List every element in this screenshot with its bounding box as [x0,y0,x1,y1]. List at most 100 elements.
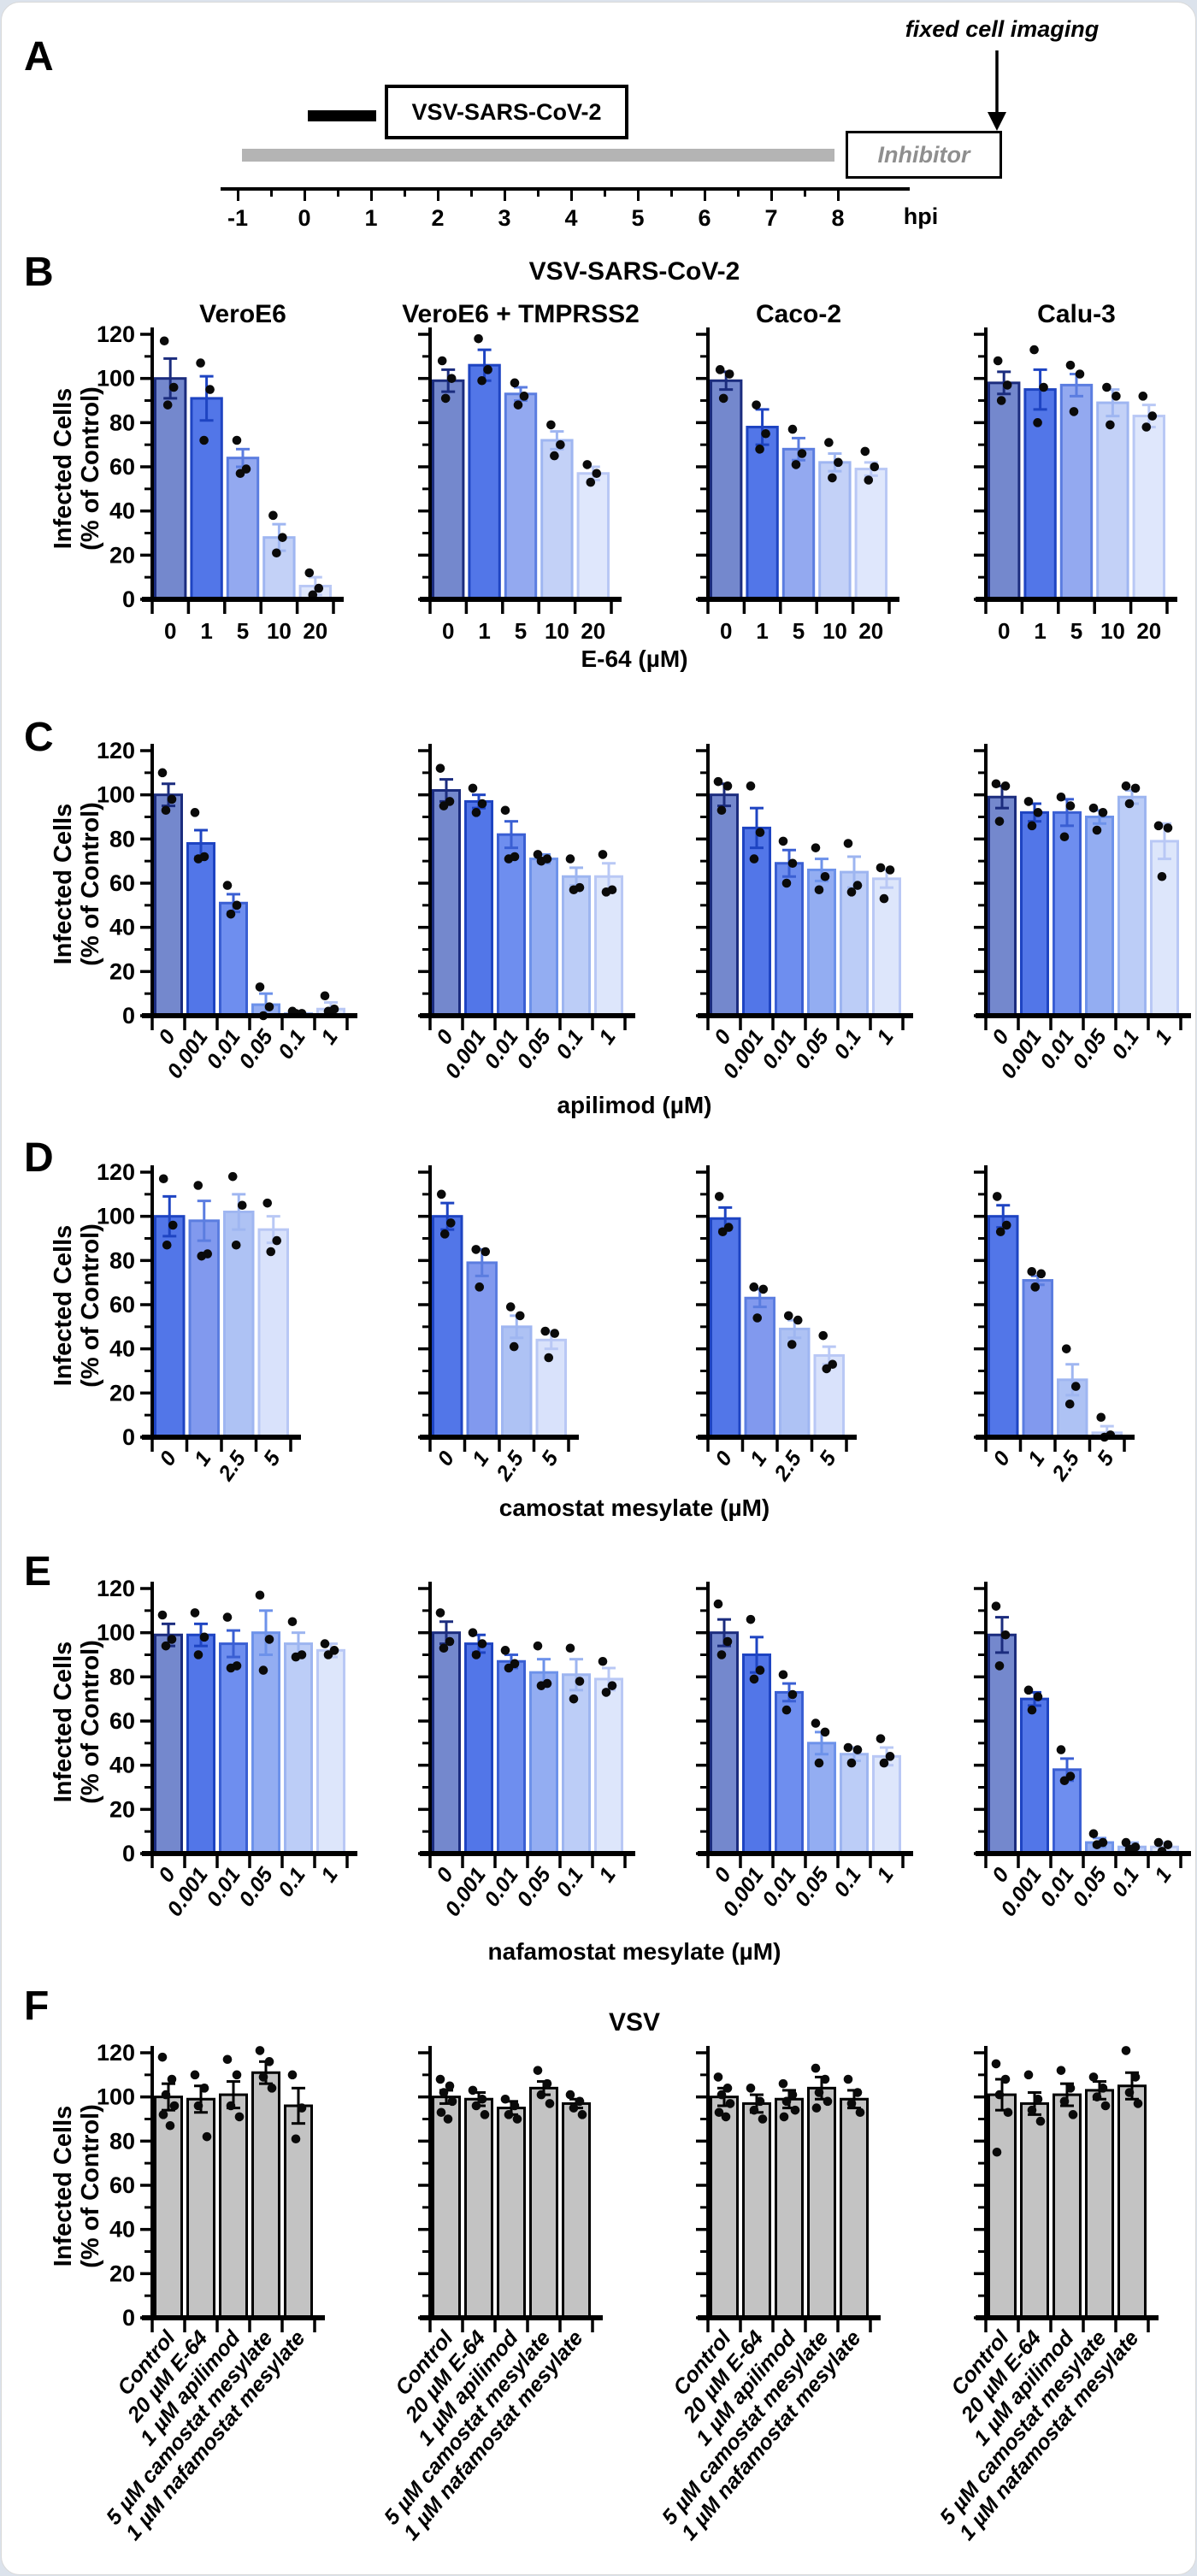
chart-b-calu-3: 0 1 5 10 20 [974,327,1177,644]
bar [710,2096,739,2320]
bar [540,439,574,601]
x-tick-label: 0 [164,618,176,644]
data-point [860,446,870,457]
data-point [1065,2084,1076,2093]
data-point [1147,411,1158,421]
data-point [291,2134,301,2144]
bar [1132,415,1166,601]
x-tick-label: 2.5 [214,1446,251,1485]
data-point [722,781,733,791]
timeline-major-tick [303,190,306,201]
y-label-line2: (% of Control) [76,386,104,551]
data-point [1069,407,1079,416]
x-tick-label: 0 [154,1863,180,1887]
data-point [436,2107,446,2118]
data-point [1033,418,1042,427]
data-point [781,1705,792,1715]
data-point [162,1240,172,1250]
data-point [1133,2099,1143,2108]
bar [1096,401,1129,601]
data-point [852,2088,863,2097]
y-tick-label: 40 [109,498,135,524]
down-arrow-icon [988,50,1006,131]
data-point [781,2096,792,2107]
y-tick-label: 120 [97,1576,135,1601]
data-point [586,477,596,487]
bar [781,447,816,601]
data-point [258,2072,268,2082]
x-tick-label: 0 [432,1025,458,1049]
data-point [510,2101,520,2111]
bar [746,426,779,601]
data-point [1001,1220,1011,1230]
timeline-minor-tick [469,190,473,197]
bar [1020,1697,1049,1855]
y-tick-label: 80 [109,1664,135,1689]
data-point [811,1718,821,1728]
y-tick-label: 0 [122,2305,135,2331]
data-point [598,1656,608,1666]
bar [1022,1279,1053,1439]
data-point [811,2103,822,2113]
bar [1085,816,1114,1017]
timeline-major-tick [569,190,573,201]
bar [840,1753,869,1855]
data-point [471,808,481,817]
data-point [468,2085,478,2096]
bar [219,1642,248,1855]
data-point [1070,1382,1081,1391]
header-calu-3: Calu-3 [1037,300,1116,328]
data-point [791,460,801,469]
data-point [1003,2107,1013,2118]
y-tick-label: 100 [97,1204,135,1229]
data-point [1163,1840,1173,1849]
data-point [235,469,245,479]
data-point [713,776,723,787]
y-tick-label: 100 [97,2084,135,2110]
panel-letter-f: F [24,1984,50,2029]
data-point [1039,382,1048,392]
timeline-tick-label: 6 [698,205,711,231]
bar [1053,2093,1082,2320]
data-point [823,2096,833,2107]
x-axis-title-e: nafamostat mesylate (µM) [487,1938,781,1965]
data-point [480,2110,490,2119]
data-point [320,1639,330,1648]
timeline-minor-tick [603,190,606,197]
x-tick-label: 5 [237,618,249,644]
data-point [991,2059,1001,2069]
data-point [445,1218,456,1228]
data-point [515,1311,525,1321]
timeline-minor-tick [336,190,339,197]
bar [284,1642,313,1855]
data-point [843,2074,853,2084]
x-tick-label: 0.05 [234,1862,278,1911]
x-tick-label: 0.1 [829,1025,866,1064]
data-point [1100,2101,1111,2111]
x-tick-label: 1 [594,1863,621,1886]
data-point [1112,392,1121,401]
data-point [787,1689,798,1700]
timeline-tick-label: 5 [631,205,645,231]
x-tick-label: 0.1 [1107,1863,1144,1901]
timeline-ticks: -1 0 1 2 3 4 5 6 7 8 [2,3,1195,246]
data-point [227,1171,238,1182]
y-tick-label: 100 [97,366,135,392]
x-tick-label: 5 [537,1446,564,1470]
data-point [1023,2070,1034,2080]
data-point [232,900,242,911]
data-point [575,2096,585,2107]
bar [432,1215,463,1439]
data-point [536,856,546,866]
data-point [167,794,177,805]
x-tick-label: 0 [710,1863,736,1887]
data-point [468,783,478,793]
data-point [1102,382,1112,392]
bar [988,381,1021,601]
timeline-minor-tick [269,190,273,197]
data-point [222,2054,233,2065]
data-point [226,1663,236,1673]
data-point [607,1681,617,1690]
